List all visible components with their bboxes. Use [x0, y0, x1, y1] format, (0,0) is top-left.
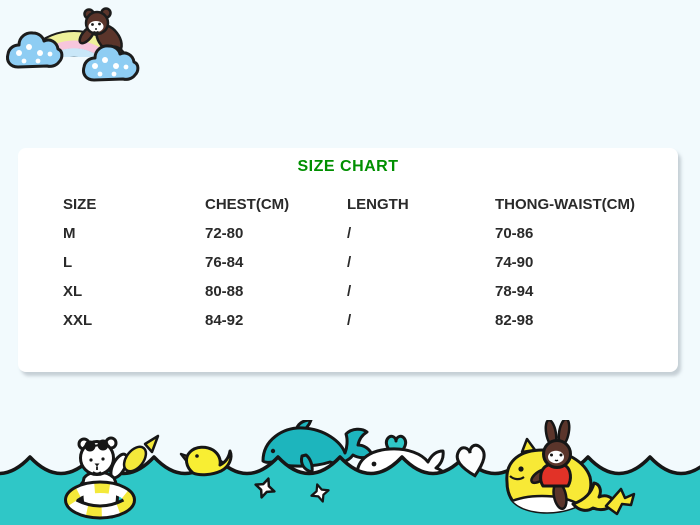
size-table: SIZE CHEST(CM) LENGTH THONG-WAIST(CM) M … [63, 190, 658, 335]
rainbow-icon [22, 30, 126, 57]
dolphin-icon [261, 420, 374, 474]
table-row: XL 80-88 / 78-94 [63, 277, 658, 306]
col-header-thong-waist: THONG-WAIST(CM) [495, 196, 635, 213]
table-row: XXL 84-92 / 82-98 [63, 306, 658, 335]
col-header-length: LENGTH [347, 196, 409, 213]
col-header-chest: CHEST(CM) [205, 196, 290, 213]
polar-bear-icon [64, 434, 160, 520]
cell-size: XL [63, 283, 83, 300]
cell-thong-waist: 82-98 [495, 312, 534, 329]
bear-on-rainbow-icon [6, 7, 140, 82]
cell-chest: 84-92 [205, 312, 244, 329]
yellow-arrow-icon [604, 487, 636, 516]
cell-size: XXL [63, 312, 93, 329]
cloud-icon [82, 44, 140, 82]
cell-length: / [347, 225, 352, 242]
swim-ring-icon [64, 480, 136, 520]
cell-thong-waist: 74-90 [495, 254, 534, 271]
size-chart-title: SIZE CHART [297, 158, 399, 175]
cell-size: L [63, 254, 73, 271]
cell-length: / [347, 283, 352, 300]
duck-icon [179, 445, 233, 477]
sunglasses-icon [84, 439, 109, 452]
heart-splash-icon [455, 443, 486, 478]
table-row: L 76-84 / 74-90 [63, 248, 658, 277]
table-row: M 72-80 / 70-86 [63, 219, 658, 248]
sea-scene [0, 420, 700, 525]
cell-chest: 76-84 [205, 254, 244, 271]
cell-length: / [347, 312, 352, 329]
cell-thong-waist: 70-86 [495, 225, 534, 242]
cell-chest: 80-88 [205, 283, 244, 300]
cell-size: M [63, 225, 76, 242]
fish-icon [122, 434, 160, 473]
cell-length: / [347, 254, 352, 271]
cloud-icon [6, 31, 64, 69]
table-header-row: SIZE CHEST(CM) LENGTH THONG-WAIST(CM) [63, 190, 658, 219]
col-header-size: SIZE [63, 196, 97, 213]
rabbit-icon [530, 420, 572, 511]
cell-thong-waist: 78-94 [495, 283, 534, 300]
sparkle-x-icon [254, 477, 330, 503]
size-chart-card: SIZE CHART SIZE CHEST(CM) LENGTH THONG-W… [18, 148, 678, 372]
cell-chest: 72-80 [205, 225, 244, 242]
